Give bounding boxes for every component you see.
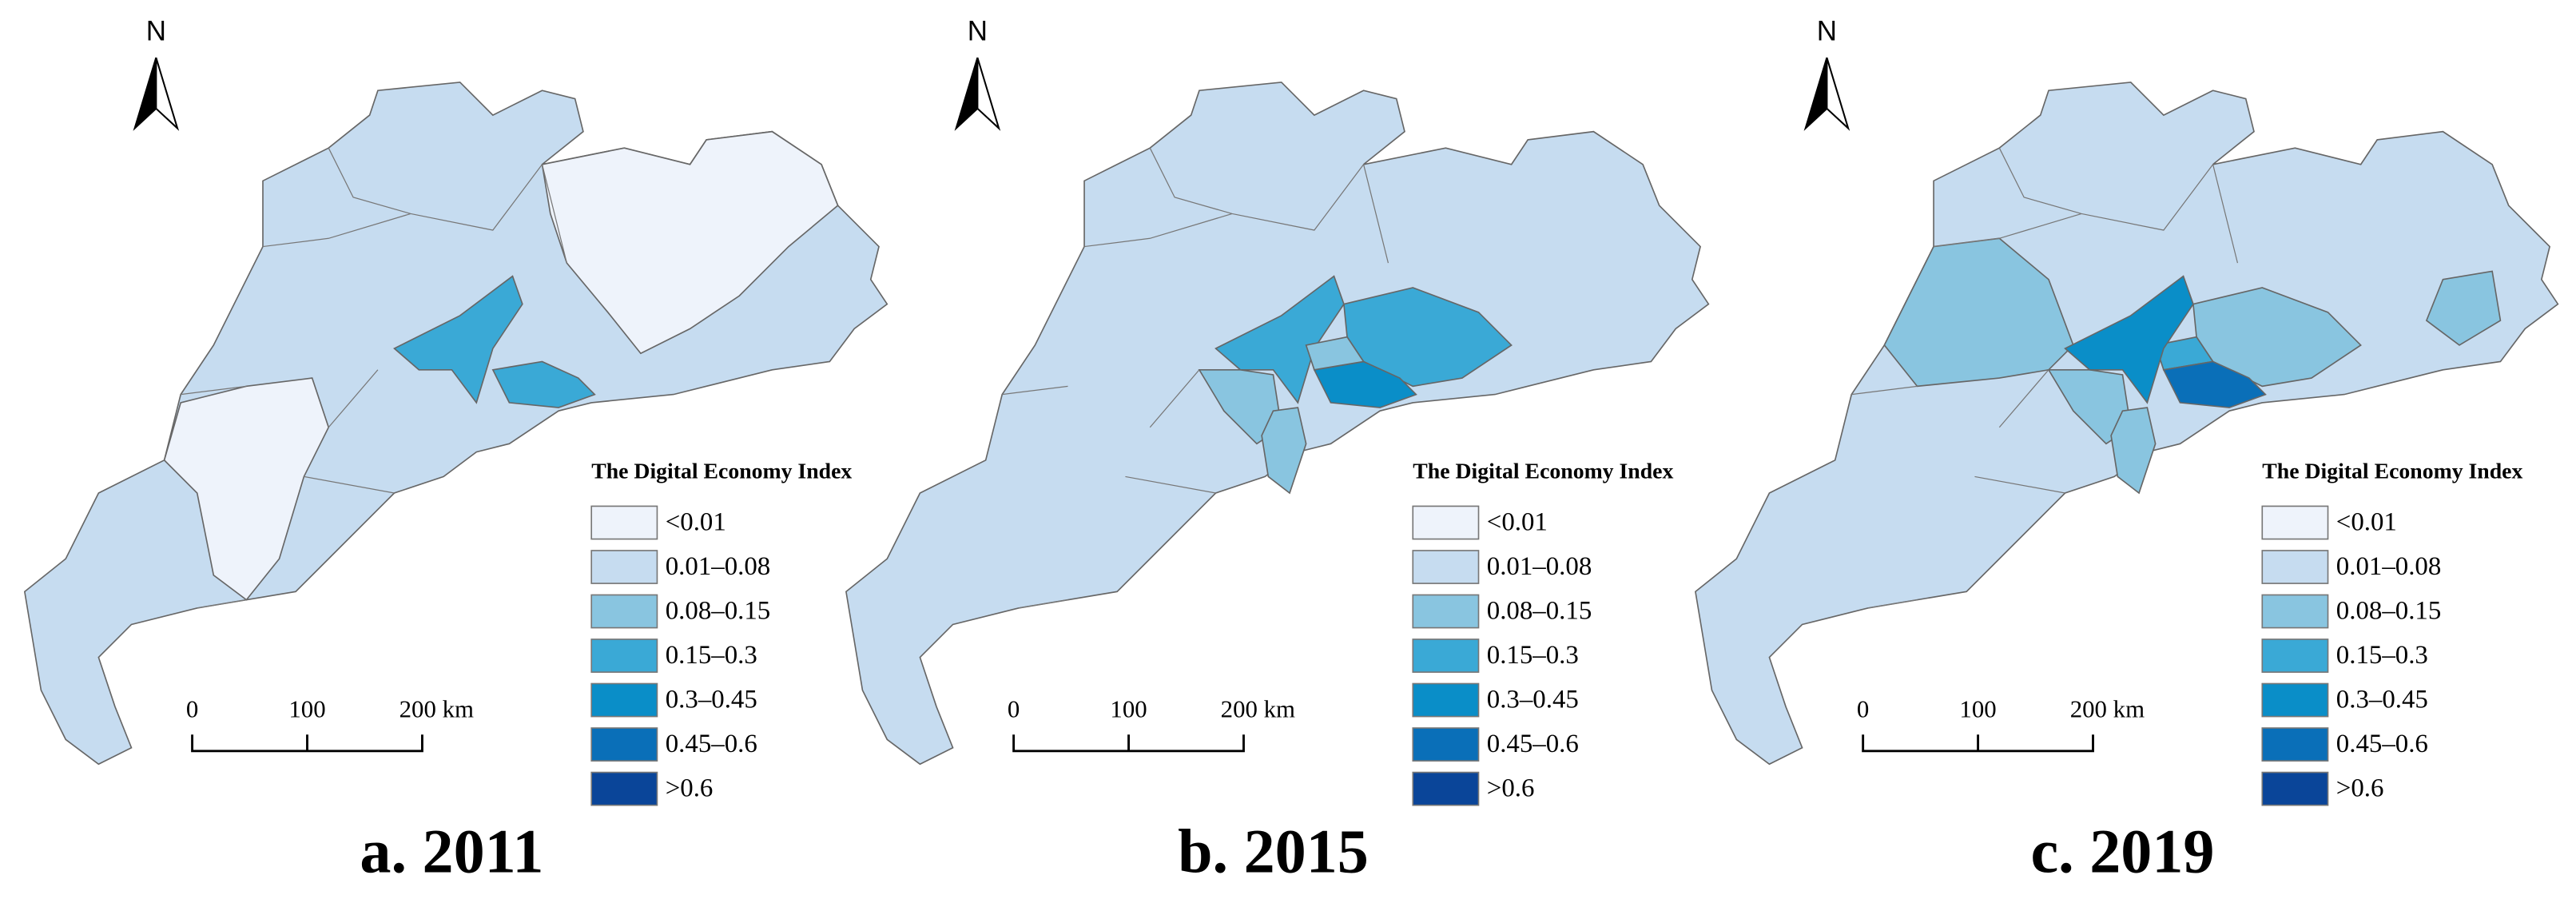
map-panel: N The Digital Economy Index <0.01 0.01–0.08… (1695, 16, 2559, 885)
north-label: N (1817, 16, 1837, 47)
north-label: N (968, 16, 988, 47)
legend-swatch (1412, 727, 1480, 762)
legend-label: >0.6 (2336, 774, 2384, 803)
legend-label: <0.01 (666, 508, 726, 537)
legend-swatch (1412, 505, 1480, 540)
map-panel: N The Digital Economy Index <0.01 0.01–0.08… (845, 16, 1710, 885)
scale-bar (191, 734, 423, 753)
legend-title: The Digital Economy Index (2262, 459, 2522, 484)
scale-label: 100 (1110, 696, 1147, 723)
legend-label: 0.01–0.08 (1487, 552, 1592, 581)
scale-label: 200 km (1221, 696, 1295, 723)
legend-label: 0.15–0.3 (666, 641, 757, 670)
legend-label: 0.08–0.15 (1487, 597, 1592, 626)
legend-swatch (2261, 638, 2329, 673)
legend-label: >0.6 (666, 774, 714, 803)
legend-label: 0.3–0.45 (1487, 686, 1579, 714)
region (1261, 407, 1307, 495)
region (541, 130, 839, 355)
scale-label: 0 (186, 696, 198, 723)
legend-swatch (2261, 505, 2329, 540)
scale-bar (1862, 734, 2094, 753)
region (2162, 360, 2267, 408)
legend-swatch (590, 727, 658, 762)
legend-label: <0.01 (1487, 508, 1548, 537)
legend-swatch (2261, 550, 2329, 584)
scale-label: 200 km (2070, 696, 2145, 723)
legend-label: 0.01–0.08 (666, 552, 770, 581)
legend-label: 0.45–0.6 (2336, 730, 2428, 758)
legend-swatch (590, 594, 658, 629)
scale-label: 0 (1008, 696, 1020, 723)
legend-swatch (2261, 682, 2329, 718)
legend-label: 0.01–0.08 (2336, 552, 2442, 581)
legend-swatch (590, 505, 658, 540)
region-boundaries (1851, 147, 2239, 609)
legend-swatch (2261, 594, 2329, 629)
legend-title: The Digital Economy Index (591, 459, 852, 484)
map-panel: N The Digital Economy Index <0.01 0.01–0.08… (23, 16, 888, 885)
legend-label: 0.45–0.6 (1487, 730, 1579, 758)
scale-bar (1012, 734, 1245, 753)
legend-swatch (590, 638, 658, 673)
legend-label: 0.3–0.45 (666, 686, 757, 714)
region (491, 360, 596, 408)
scale-label: 100 (1959, 696, 1996, 723)
legend-label: 0.15–0.3 (2336, 641, 2428, 670)
legend-swatch (590, 682, 658, 718)
north-arrow-right (155, 57, 180, 131)
region (1305, 336, 1365, 371)
map-caption: b. 2015 (1178, 816, 1369, 885)
region-boundaries (1002, 147, 1389, 609)
legend-swatch (1412, 638, 1480, 673)
legend-swatch (590, 550, 658, 584)
region (2064, 275, 2194, 404)
map-caption: a. 2011 (360, 816, 543, 885)
legend-label: 0.15–0.3 (1487, 641, 1579, 670)
legend-title: The Digital Economy Index (1413, 459, 1673, 484)
region (2110, 407, 2157, 495)
north-arrow-left (954, 57, 979, 131)
north-arrow-right (976, 57, 1001, 131)
legend-swatch (1412, 550, 1480, 584)
region (393, 275, 523, 404)
map-caption: c. 2019 (2031, 816, 2215, 885)
scale-label: 0 (1857, 696, 1869, 723)
legend-label: >0.6 (1487, 774, 1535, 803)
legend-label: 0.08–0.15 (2336, 597, 2442, 626)
legend-swatch (1412, 771, 1480, 806)
north-arrow-left (1803, 57, 1828, 131)
region (2425, 270, 2502, 346)
legend-label: 0.3–0.45 (2336, 686, 2428, 714)
region-boundaries (181, 147, 567, 609)
north-arrow-left (133, 57, 157, 131)
scale-label: 200 km (400, 696, 474, 723)
legend-swatch (1412, 594, 1480, 629)
legend-label: <0.01 (2336, 508, 2397, 537)
region (163, 377, 330, 601)
legend-swatch (590, 771, 658, 806)
legend-swatch (2261, 727, 2329, 762)
legend-label: 0.08–0.15 (666, 597, 770, 626)
north-label: N (146, 16, 166, 47)
north-arrow-right (1826, 57, 1851, 131)
scale-label: 100 (288, 696, 325, 723)
legend-label: 0.45–0.6 (666, 730, 757, 758)
legend-swatch (1412, 682, 1480, 718)
legend-swatch (2261, 771, 2329, 806)
